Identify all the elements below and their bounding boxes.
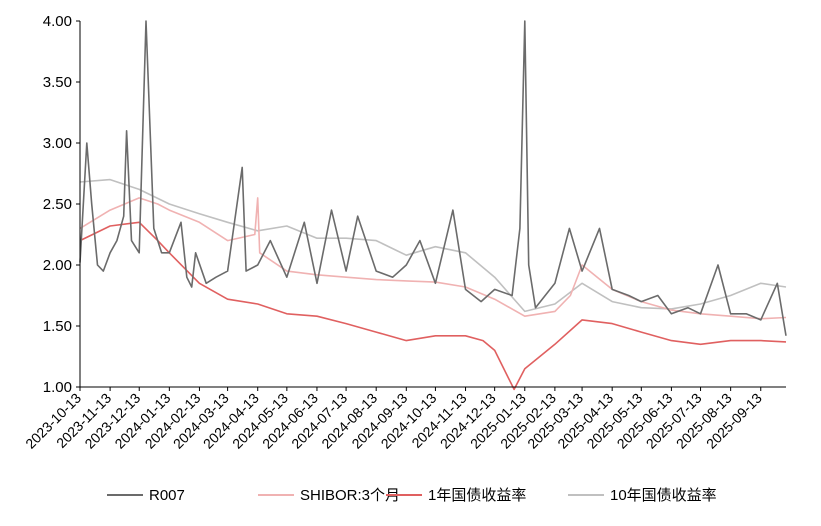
y-tick-label: 3.00 [43,135,72,152]
legend: R007 SHIBOR:3个月 1年国债收益率 10年国债收益率 [107,487,717,504]
y-tick-label: 2.00 [43,257,72,274]
series-line-1 [79,197,787,320]
legend-label-3: 10年国债收益率 [610,487,717,504]
series-line-0 [79,20,787,336]
y-tick-label: 1.00 [43,379,72,396]
y-axis: 1.00 1.50 2.00 2.50 3.00 3.50 4.00 [43,13,81,396]
legend-label-0: R007 [149,487,185,504]
y-tick-label: 4.00 [43,13,72,30]
series-line-2 [79,221,787,391]
legend-label-1: SHIBOR:3个月 [300,487,400,504]
series-line-3 [79,178,787,313]
y-tick-label: 2.50 [43,196,72,213]
y-tick-label: 3.50 [43,74,72,91]
plot-area [79,20,787,391]
y-tick-label: 1.50 [43,318,72,335]
x-axis: 2023-10-132023-11-132023-12-132024-01-13… [22,386,786,452]
legend-label-2: 1年国债收益率 [428,487,526,504]
